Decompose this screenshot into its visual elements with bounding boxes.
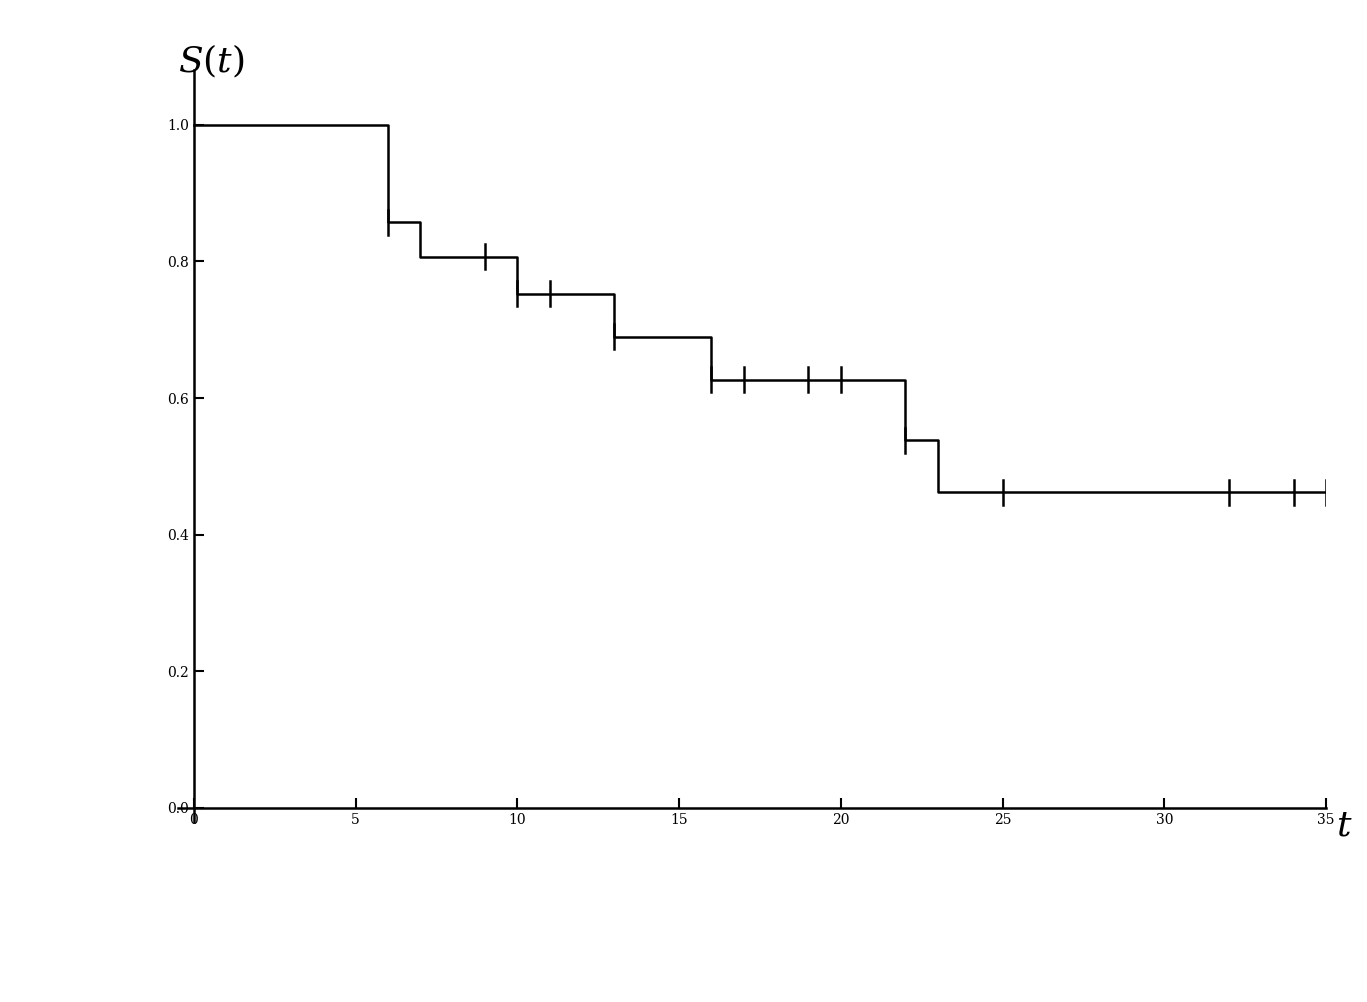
Text: $t$: $t$ — [1336, 808, 1352, 842]
Text: $S(t)$: $S(t)$ — [178, 43, 245, 80]
